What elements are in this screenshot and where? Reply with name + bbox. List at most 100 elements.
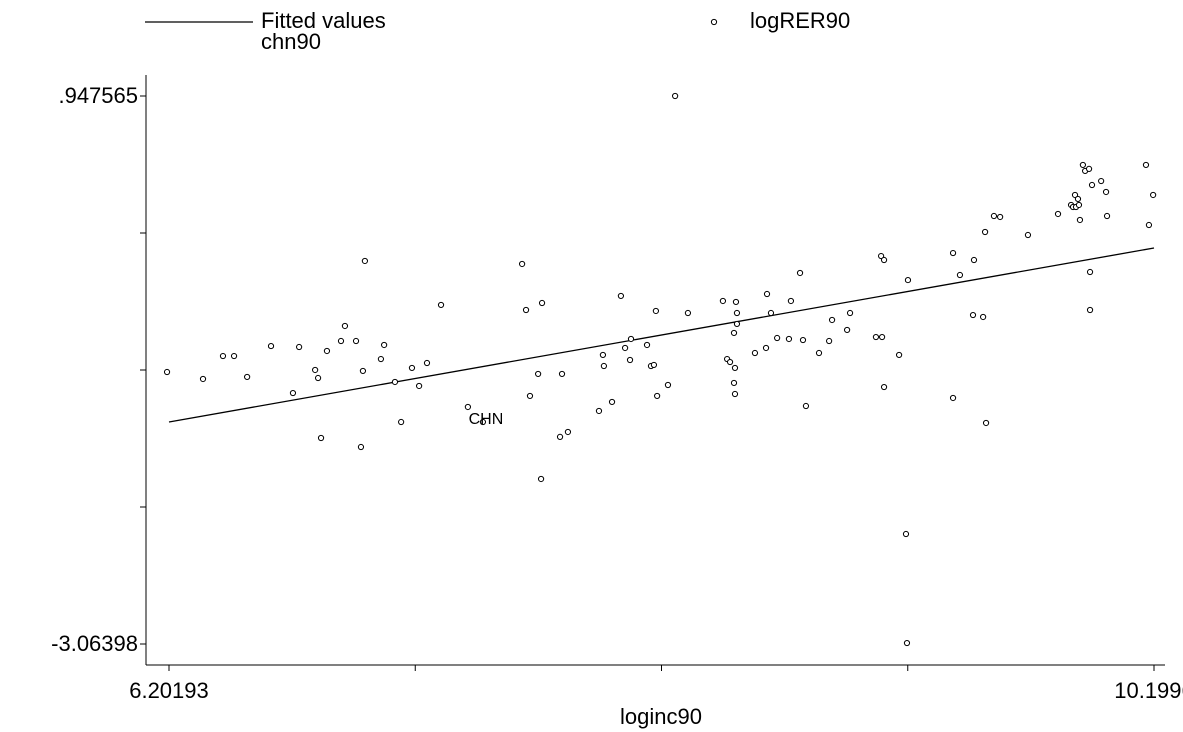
scatter-point	[650, 361, 658, 369]
scatter-point	[949, 394, 957, 402]
scatter-point	[398, 418, 405, 426]
scatter-point	[956, 271, 964, 279]
scatter-point	[828, 316, 836, 324]
legend-label: Fitted values	[261, 8, 386, 33]
scatter-point	[599, 351, 607, 359]
legend-label: logRER90	[750, 8, 850, 33]
scatter-point	[664, 381, 672, 389]
scatter-point	[1079, 161, 1087, 169]
scatter-point	[1086, 268, 1094, 276]
scatter-point	[416, 382, 423, 390]
scatter-point	[1076, 216, 1084, 224]
scatter-point	[1103, 212, 1111, 220]
scatter-point	[1085, 165, 1093, 172]
scatter-point	[787, 297, 795, 305]
scatter-point	[826, 337, 833, 345]
scatter-point	[1024, 231, 1032, 239]
scatter-point	[267, 342, 275, 350]
scatter-point	[730, 329, 738, 337]
scatter-point	[1150, 191, 1157, 199]
scatter-point	[719, 297, 727, 305]
scatter-point	[997, 213, 1004, 221]
scatter-point	[219, 352, 227, 360]
scatter-point	[815, 349, 823, 357]
scatter-point	[564, 428, 572, 436]
scatter-point	[1145, 221, 1153, 229]
scatter-point	[627, 335, 635, 343]
scatter-point	[767, 309, 775, 317]
scatter-point	[289, 389, 297, 397]
scatter-point	[880, 256, 888, 264]
scatter-point	[361, 257, 368, 265]
scatter-point	[902, 530, 910, 538]
scatter-point	[377, 355, 385, 363]
legend-label: chn90	[261, 29, 321, 54]
scatter-point	[595, 407, 603, 415]
y-tick-label: .947565	[58, 83, 138, 108]
scatter-point	[464, 403, 471, 411]
scatter-point	[796, 269, 804, 277]
scatter-point	[843, 326, 851, 334]
scatter-point	[731, 390, 739, 398]
scatter-point	[731, 364, 739, 372]
fitted-line	[168, 247, 1155, 423]
scatter-point	[437, 301, 445, 309]
scatter-point	[684, 309, 692, 317]
scatter-point	[359, 367, 367, 375]
scatter-point	[846, 309, 854, 317]
scatter-point	[652, 307, 659, 315]
scatter-point	[538, 299, 546, 307]
scatter-point	[408, 364, 416, 372]
scatter-point	[785, 335, 793, 343]
scatter-point	[878, 252, 885, 260]
scatter-point	[617, 292, 625, 300]
scatter-point	[982, 419, 990, 427]
scatter-point	[880, 383, 888, 391]
scatter-point	[381, 341, 388, 349]
scatter-point	[762, 344, 770, 352]
scatter-point	[244, 373, 251, 381]
scatter-point	[903, 639, 911, 647]
scatter-point	[522, 306, 530, 314]
scatter-point	[621, 344, 629, 352]
scatter-point	[799, 336, 807, 344]
scatter-point	[535, 370, 542, 378]
scatter-point	[199, 375, 207, 383]
x-axis-title: loginc90	[620, 704, 702, 729]
scatter-point	[732, 298, 740, 306]
x-tick-label: 10.1996	[1114, 678, 1183, 703]
scatter-point	[423, 359, 431, 367]
scatter-point	[774, 334, 781, 342]
scatter-point	[872, 333, 880, 341]
scatter-point	[654, 392, 661, 400]
marker-label: CHN	[469, 411, 504, 428]
scatter-point	[537, 475, 545, 483]
scatter-point	[751, 349, 759, 357]
scatter-point	[643, 341, 651, 349]
scatter-point	[357, 443, 365, 451]
scatter-point	[672, 92, 679, 100]
scatter-point	[981, 228, 989, 236]
scatter-point	[608, 398, 616, 406]
scatter-point	[730, 379, 738, 387]
scatter-point	[1086, 306, 1094, 314]
scatter-point	[626, 356, 634, 364]
scatter-point	[904, 276, 912, 284]
scatter-point	[733, 309, 741, 317]
scatter-point	[726, 358, 734, 366]
scatter-point	[733, 320, 741, 328]
scatter-point	[1074, 195, 1082, 203]
scatter-point	[314, 374, 322, 382]
scatter-point	[558, 370, 566, 378]
scatter-point	[1098, 177, 1105, 185]
scatter-point	[1142, 161, 1150, 169]
y-tick-label: -3.06398	[51, 631, 138, 656]
scatter-point	[317, 434, 325, 442]
scatter-point	[895, 351, 903, 359]
scatter-point	[296, 343, 303, 351]
scatter-point	[970, 256, 978, 264]
scatter-point	[312, 366, 319, 374]
scatter-point	[323, 347, 331, 355]
scatter-point	[479, 418, 487, 426]
